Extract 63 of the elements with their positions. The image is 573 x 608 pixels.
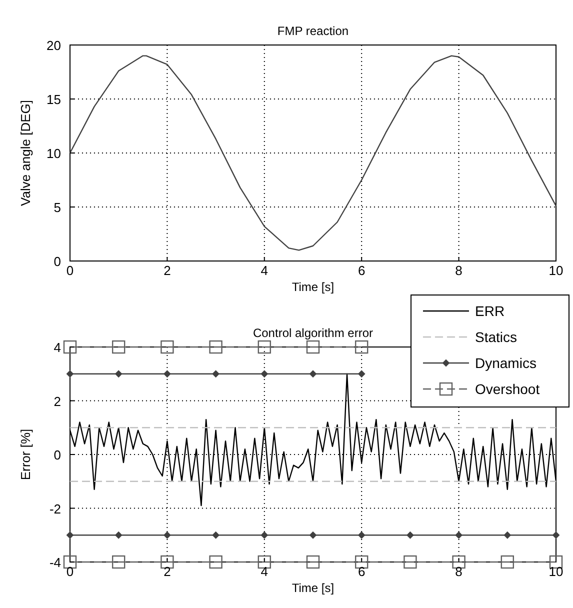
x-tick-label: 0 <box>66 263 74 278</box>
x-axis-title: Time [s] <box>292 280 334 294</box>
legend-label: Dynamics <box>475 355 536 371</box>
point <box>260 532 268 539</box>
point <box>404 555 417 569</box>
point <box>115 370 122 378</box>
y-tick-label: -2 <box>49 501 61 516</box>
legend-label: Overshoot <box>475 381 540 397</box>
x-tick-label: 4 <box>260 263 268 278</box>
point <box>355 340 368 354</box>
x-tick-label: 8 <box>455 263 462 278</box>
point <box>112 340 126 354</box>
point <box>358 532 366 539</box>
point <box>115 532 122 539</box>
x-tick-label: 2 <box>164 564 171 579</box>
chart-title: Control algorithm error <box>252 326 374 340</box>
point <box>504 532 511 539</box>
point <box>212 532 220 539</box>
point <box>310 532 316 539</box>
line-series <box>69 55 557 251</box>
point <box>258 555 271 569</box>
point <box>164 370 171 378</box>
legend-label: Statics <box>475 329 518 345</box>
y-axis-title: Error [%] <box>18 428 33 480</box>
x-tick-label: 6 <box>358 263 366 278</box>
point <box>66 532 74 539</box>
point <box>455 532 462 539</box>
chart-title: FMP reaction <box>277 24 349 38</box>
x-tick-label: 10 <box>548 263 564 278</box>
x-tick-label: 4 <box>260 564 268 579</box>
point <box>258 340 271 354</box>
y-tick-label: -4 <box>49 555 61 570</box>
point <box>160 340 174 354</box>
y-tick-label: 5 <box>54 200 61 215</box>
y-tick-label: 20 <box>46 38 61 53</box>
point <box>209 555 222 569</box>
y-axis-title: Valve angle [DEG] <box>18 100 33 206</box>
x-tick-label: 8 <box>455 564 462 579</box>
point <box>552 532 560 539</box>
point <box>164 532 171 539</box>
y-tick-label: 4 <box>54 340 61 355</box>
x-tick-label: 10 <box>548 564 564 579</box>
point <box>260 370 268 378</box>
point <box>306 340 320 354</box>
point <box>63 340 77 354</box>
x-tick-label: 0 <box>66 564 74 579</box>
point <box>358 370 366 378</box>
legend-label: ERR <box>475 303 505 319</box>
point <box>500 555 514 569</box>
point <box>112 555 126 569</box>
point <box>406 532 414 539</box>
point <box>209 340 222 354</box>
x-tick-label: 6 <box>358 564 366 579</box>
point <box>306 555 320 569</box>
y-tick-label: 0 <box>54 448 61 462</box>
point <box>310 370 316 378</box>
x-tick-label: 2 <box>164 263 171 278</box>
y-tick-label: 10 <box>46 146 61 161</box>
y-tick-label: 15 <box>46 92 61 107</box>
x-axis-title: Time [s] <box>292 581 334 595</box>
y-tick-label: 2 <box>54 394 61 409</box>
point <box>212 370 220 378</box>
point <box>66 370 74 378</box>
